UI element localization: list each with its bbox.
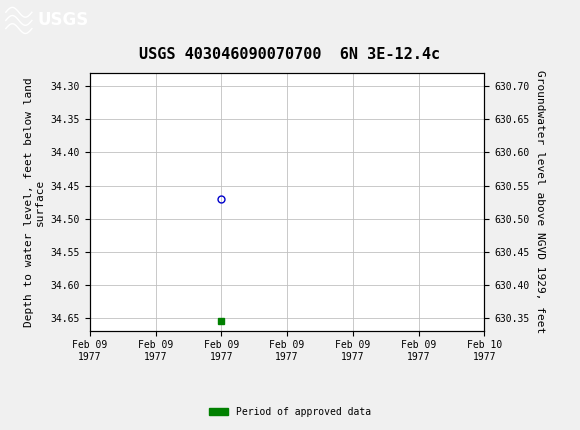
Legend: Period of approved data: Period of approved data [205, 403, 375, 421]
Text: USGS: USGS [38, 12, 89, 29]
Y-axis label: Groundwater level above NGVD 1929, feet: Groundwater level above NGVD 1929, feet [535, 71, 545, 334]
Y-axis label: Depth to water level, feet below land
surface: Depth to water level, feet below land su… [24, 77, 45, 327]
Text: USGS 403046090070700  6N 3E-12.4c: USGS 403046090070700 6N 3E-12.4c [139, 47, 441, 62]
